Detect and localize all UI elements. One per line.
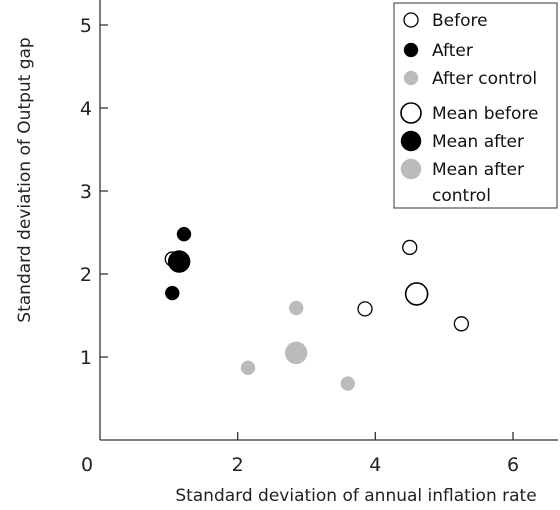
data-points (164, 226, 470, 391)
x-tick-label: 0 (81, 454, 93, 476)
data-point-before (453, 316, 470, 332)
data-point-before (402, 239, 418, 256)
legend-label: Mean after (432, 132, 524, 152)
legend-label: Mean before (432, 104, 538, 124)
x-tick-label: 6 (507, 454, 519, 476)
y-tick-label: 2 (80, 264, 92, 286)
x-axis-title: Standard deviation of annual inflation r… (175, 486, 536, 506)
x-tick-label: 4 (369, 454, 381, 476)
data-point-after-control (240, 360, 256, 376)
y-tick-label: 4 (80, 98, 92, 120)
data-point-after (165, 285, 180, 301)
x-tick-label: 2 (232, 454, 244, 476)
legend-label: After (432, 41, 473, 61)
legend-label: After control (432, 69, 537, 89)
y-tick-label: 5 (80, 15, 92, 37)
legend-marker (400, 158, 422, 180)
data-point-after-control (288, 300, 304, 316)
data-point-after-control (340, 376, 356, 391)
data-point-mean-after (167, 250, 191, 273)
y-axis-title: Standard deviation of Output gap (15, 37, 35, 322)
legend-marker (403, 70, 419, 86)
y-tick-label: 1 (80, 347, 92, 369)
legend: Before After After control Mean before Mean … (393, 2, 558, 209)
data-point-before (357, 301, 373, 317)
y-tick-label: 3 (80, 181, 92, 203)
legend-marker (400, 130, 422, 152)
legend-marker (400, 102, 422, 124)
legend-label: Before (432, 11, 488, 31)
data-point-after (176, 226, 192, 242)
legend-label: Mean after control (432, 160, 524, 206)
legend-marker (403, 12, 419, 28)
data-point-mean-after-control (284, 341, 308, 365)
ticks: 0 2 4 6 1 2 3 4 5 (80, 15, 519, 476)
legend-box (393, 2, 558, 209)
legend-marker (403, 42, 419, 58)
axes (99, 0, 558, 441)
data-point-mean-before (404, 282, 429, 306)
